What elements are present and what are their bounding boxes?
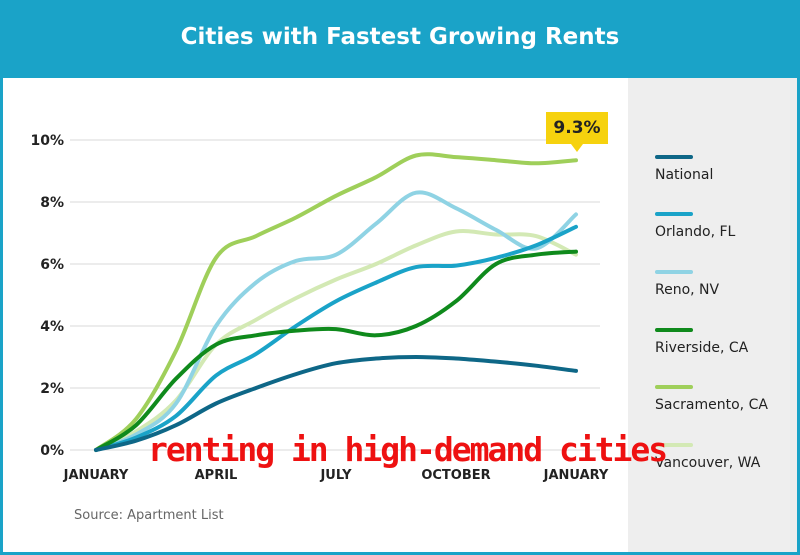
legend-swatch — [655, 385, 693, 389]
x-tick-label-1: APRIL — [195, 468, 238, 483]
legend-label: Sacramento, CA — [655, 397, 768, 413]
legend-label: Riverside, CA — [655, 340, 749, 356]
y-tick-label-3: 6% — [40, 257, 64, 273]
legend-item-riverside-ca: Riverside, CA — [655, 328, 795, 356]
chart-title: Cities with Fastest Growing Rents — [180, 24, 620, 50]
series-line-riverside-ca — [94, 249, 578, 452]
y-tick-label-5: 10% — [30, 133, 64, 149]
x-tick-label-2: JULY — [319, 468, 352, 483]
legend-label: Vancouver, WA — [655, 455, 761, 471]
legend-swatch — [655, 212, 693, 216]
x-tick-label-0: JANUARY — [63, 468, 129, 483]
source-note: Source: Apartment List — [74, 508, 224, 523]
callout-box — [546, 112, 608, 144]
legend-item-reno-nv: Reno, NV — [655, 270, 795, 298]
legend-item-sacramento-ca: Sacramento, CA — [655, 385, 795, 413]
callout-pointer — [571, 144, 583, 152]
y-tick-label-1: 2% — [40, 381, 64, 397]
legend-item-orlando-fl: Orlando, FL — [655, 212, 795, 240]
series-line-reno-nv — [94, 190, 578, 452]
series-line-orlando-fl — [94, 224, 578, 452]
legend-item-national: National — [655, 155, 795, 183]
x-tick-label-4: JANUARY — [543, 468, 609, 483]
legend-swatch — [655, 270, 693, 274]
legend-swatch — [655, 328, 693, 332]
legend-label: National — [655, 167, 714, 183]
y-tick-labels: 0% 2% 4% 6% 8% 10% — [30, 133, 64, 459]
series-line-sacramento-ca — [94, 152, 578, 452]
overlay-caption: renting in high-demand cities — [148, 430, 668, 469]
series-layer — [94, 152, 578, 452]
x-tick-label-3: OCTOBER — [421, 468, 490, 483]
y-tick-label-2: 4% — [40, 319, 64, 335]
y-tick-label-4: 8% — [40, 195, 64, 211]
header-bar: Cities with Fastest Growing Rents — [0, 0, 800, 78]
legend-label: Reno, NV — [655, 282, 720, 298]
legend-item-vancouver-wa: Vancouver, WA — [655, 443, 795, 471]
x-tick-labels: JANUARY APRIL JULY OCTOBER JANUARY — [63, 468, 609, 483]
series-line-national — [94, 355, 578, 452]
legend-label: Orlando, FL — [655, 224, 736, 240]
y-tick-label-0: 0% — [40, 443, 64, 459]
legend-swatch — [655, 155, 693, 159]
legend-swatch — [655, 443, 693, 447]
callout-label: 9.3% — [553, 118, 601, 138]
grid-layer — [70, 139, 600, 451]
